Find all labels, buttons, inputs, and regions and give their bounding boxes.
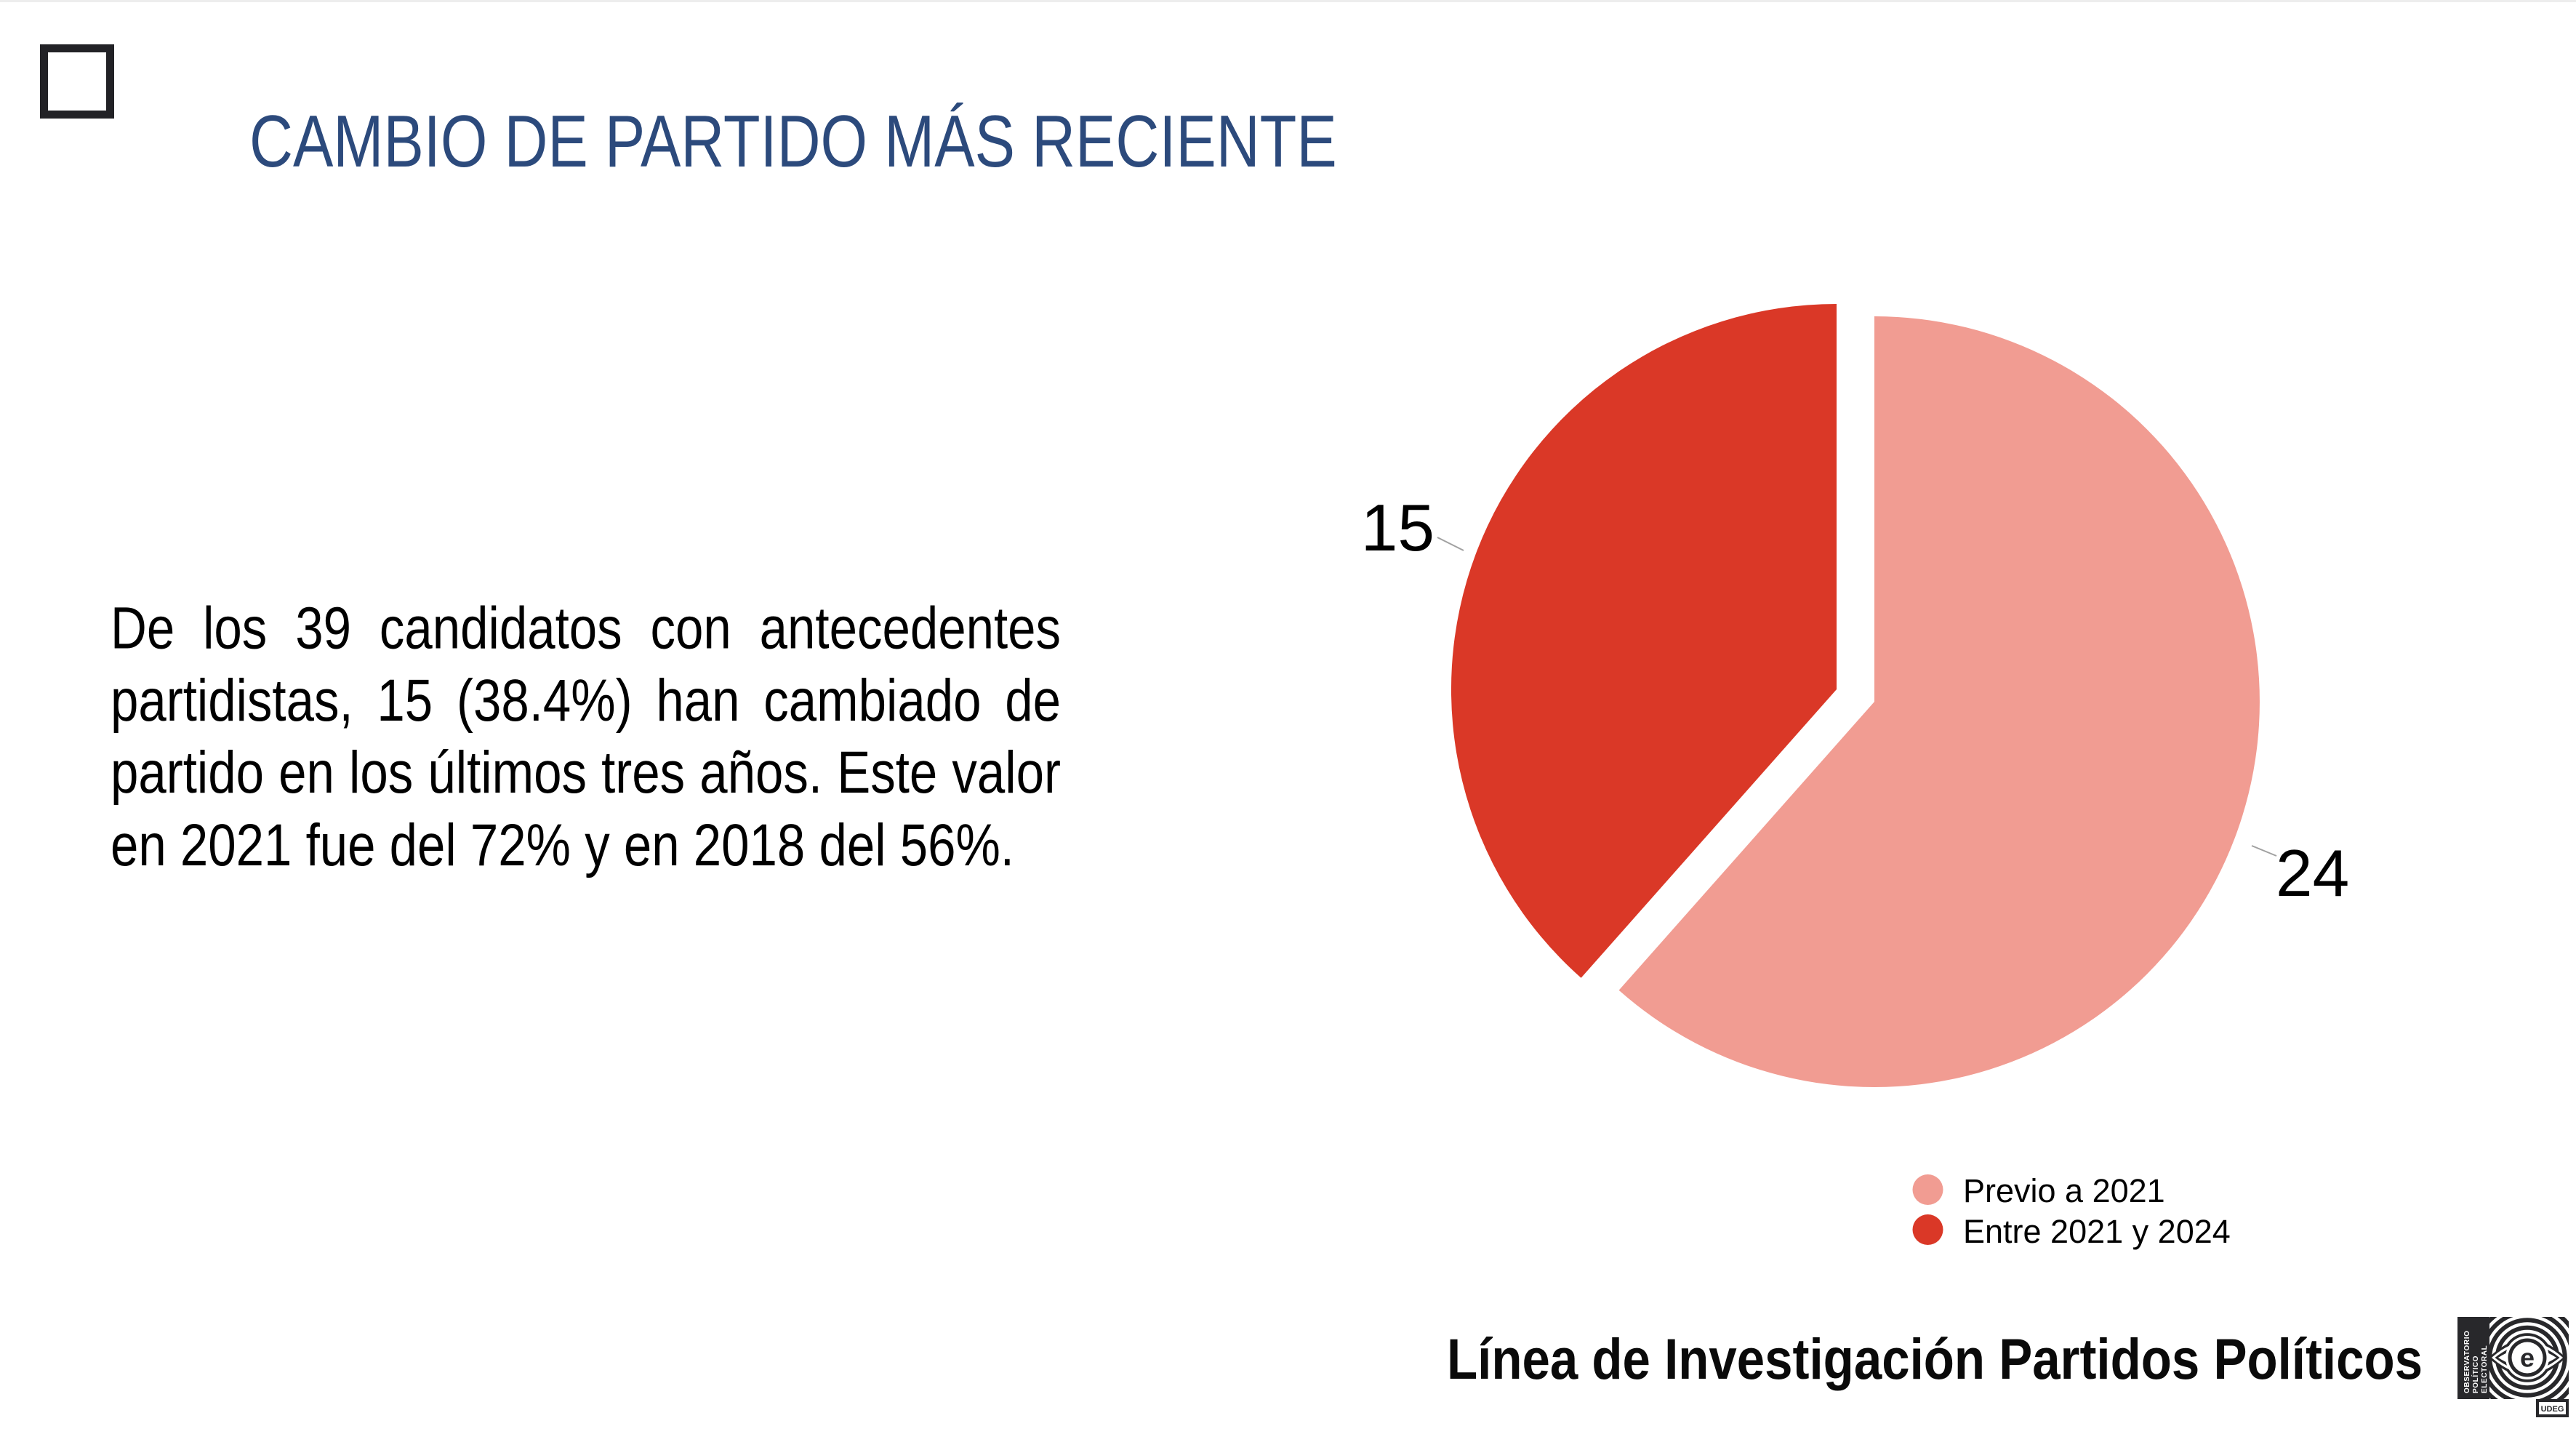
svg-text:UDEG: UDEG — [2541, 1405, 2564, 1414]
svg-text:POLÍTICO: POLÍTICO — [2471, 1355, 2480, 1393]
svg-text:e: e — [2520, 1343, 2535, 1373]
svg-text:15: 15 — [1361, 492, 1435, 565]
svg-text:Entre 2021 y 2024: Entre 2021 y 2024 — [1963, 1213, 2231, 1250]
svg-text:OBSERVATORIO: OBSERVATORIO — [2463, 1331, 2471, 1393]
svg-text:ELECTORAL: ELECTORAL — [2481, 1345, 2489, 1393]
svg-text:Previo a 2021: Previo a 2021 — [1963, 1172, 2165, 1209]
svg-text:24: 24 — [2276, 837, 2349, 910]
